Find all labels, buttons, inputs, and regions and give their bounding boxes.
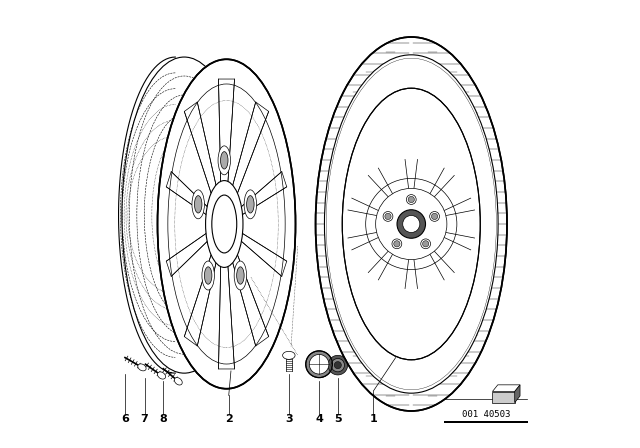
Ellipse shape [431, 213, 438, 220]
Ellipse shape [244, 190, 257, 219]
Ellipse shape [138, 364, 146, 371]
Ellipse shape [392, 239, 402, 249]
Ellipse shape [408, 196, 414, 202]
Ellipse shape [406, 194, 416, 204]
Ellipse shape [202, 261, 214, 290]
Ellipse shape [195, 196, 202, 213]
Ellipse shape [328, 355, 348, 375]
Ellipse shape [324, 55, 498, 393]
Ellipse shape [246, 196, 254, 213]
Ellipse shape [342, 88, 480, 360]
Text: 7: 7 [140, 414, 148, 424]
Polygon shape [492, 385, 520, 392]
Text: 4: 4 [315, 414, 323, 424]
Ellipse shape [309, 354, 329, 374]
Ellipse shape [221, 152, 228, 169]
Text: 001 40503: 001 40503 [461, 410, 510, 419]
Text: 6: 6 [121, 414, 129, 424]
Ellipse shape [397, 210, 426, 238]
Text: 3: 3 [285, 414, 292, 424]
Polygon shape [515, 385, 520, 403]
Ellipse shape [334, 362, 341, 369]
Ellipse shape [283, 351, 295, 359]
Ellipse shape [205, 181, 243, 267]
Text: 8: 8 [159, 414, 167, 424]
Ellipse shape [157, 372, 166, 379]
Ellipse shape [218, 146, 230, 175]
Polygon shape [492, 392, 515, 403]
Ellipse shape [429, 211, 440, 221]
Text: 5: 5 [334, 414, 342, 424]
Ellipse shape [234, 261, 246, 290]
Ellipse shape [174, 378, 182, 385]
Ellipse shape [394, 241, 400, 247]
Ellipse shape [403, 215, 420, 233]
Ellipse shape [316, 37, 507, 411]
Ellipse shape [383, 211, 393, 221]
Ellipse shape [306, 351, 332, 378]
Ellipse shape [422, 241, 429, 247]
Ellipse shape [204, 267, 212, 284]
Ellipse shape [331, 358, 344, 372]
Ellipse shape [376, 188, 447, 260]
Ellipse shape [192, 190, 204, 219]
Text: 2: 2 [225, 414, 232, 424]
Ellipse shape [385, 213, 391, 220]
Ellipse shape [420, 239, 431, 249]
Text: 1: 1 [369, 414, 378, 424]
Ellipse shape [157, 59, 296, 389]
Ellipse shape [237, 267, 244, 284]
